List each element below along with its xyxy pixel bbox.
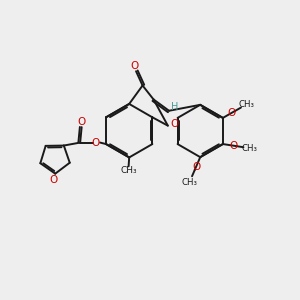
Text: CH₃: CH₃: [238, 100, 255, 109]
Text: CH₃: CH₃: [120, 166, 137, 175]
Text: H: H: [171, 102, 178, 112]
Text: O: O: [92, 138, 100, 148]
Text: CH₃: CH₃: [242, 144, 258, 153]
Text: O: O: [170, 119, 178, 129]
Text: O: O: [228, 108, 236, 118]
Text: O: O: [192, 162, 200, 172]
Text: CH₃: CH₃: [182, 178, 197, 187]
Text: O: O: [77, 117, 86, 127]
Text: O: O: [50, 175, 58, 184]
Text: O: O: [229, 141, 237, 151]
Text: O: O: [130, 61, 139, 71]
